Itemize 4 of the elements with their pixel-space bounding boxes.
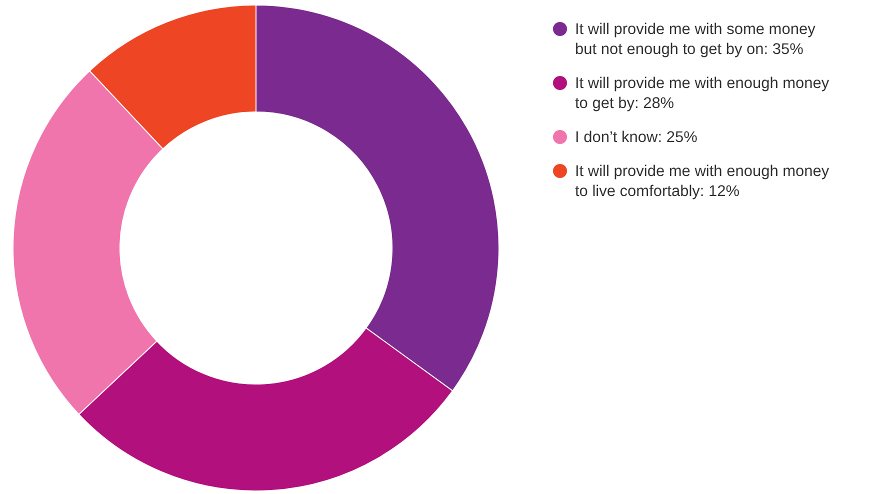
legend-label: It will provide me with enough money to live comfortably: 12% <box>575 163 830 200</box>
legend-label: I don’t know: 25% <box>575 129 698 146</box>
legend-label: It will provide me with some money but not enough to get by on: 35% <box>575 21 816 58</box>
legend-label: It will provide me with enough money to get by: 28% <box>575 75 830 112</box>
